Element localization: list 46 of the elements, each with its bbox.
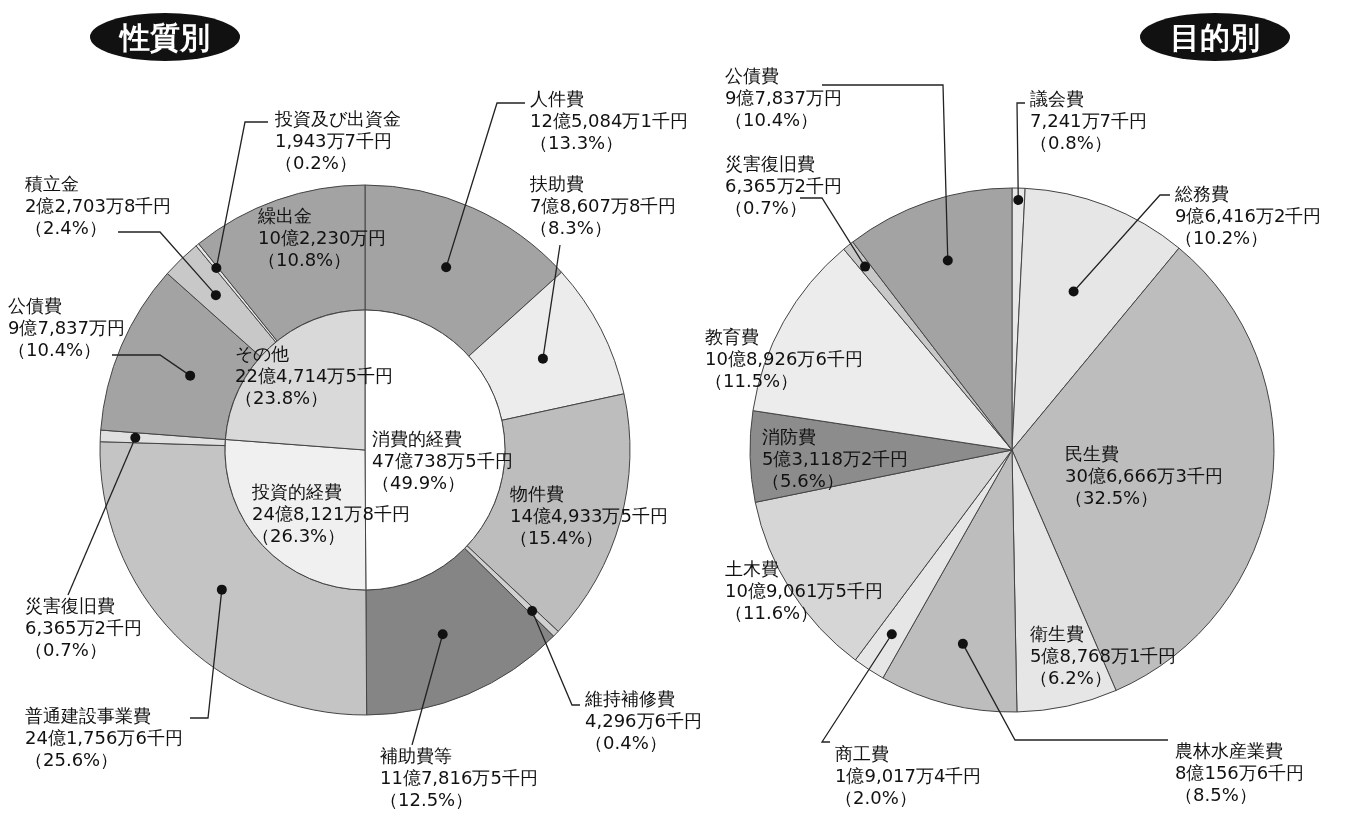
slice-label: 総務費 [1174,183,1229,204]
chart-title: 性質別 [118,20,210,55]
data-label: 6,365万2千円（0.7%） [725,175,842,218]
slice-label: 議会費 [1030,88,1084,109]
slice-label: 投資及び出資金 [274,108,401,129]
slice-label: 衛生費 [1030,623,1084,644]
data-label: 10億2,230万円（10.8%） [258,227,387,270]
slice-label: 公債費 [725,65,779,86]
slice-label: 積立金 [25,173,79,194]
slice-label: 扶助費 [529,173,584,194]
data-label: 10億9,061万5千円（11.6%） [725,580,883,623]
data-label: 11億7,816万5千円（12.5%） [380,767,538,810]
data-label: 4,296万6千円（0.4%） [585,710,702,753]
slice-label: 普通建設事業費 [25,705,151,726]
slice-label: 土木費 [725,558,779,579]
slice-label: 投資的経費 [251,481,342,502]
data-label: 14億4,933万5千円（15.4%） [510,505,668,548]
slice-label: 維持補修費 [584,688,675,709]
data-label: 5億3,118万2千円（5.6%） [762,448,909,491]
data-label: 9億7,837万円（10.4%） [8,317,125,360]
data-label: 9億7,837万円（10.4%） [725,87,842,130]
slice-label: 民生費 [1065,443,1119,464]
slice-label: 人件費 [530,88,584,109]
slice-label: 商工費 [835,743,889,764]
data-label: 24億1,756万6千円（25.6%） [25,727,183,770]
data-label: 1,943万7千円（0.2%） [275,130,392,173]
data-label: 7,241万7千円（0.8%） [1030,110,1147,153]
slice-label: 農林水産業費 [1175,740,1283,761]
data-label: 7億8,607万8千円（8.3%） [530,195,677,238]
data-label: 10億8,926万6千円（11.5%） [705,348,863,391]
slice-label: 公債費 [8,295,62,316]
slice-label: 災害復旧費 [25,595,115,616]
slice-label: 災害復旧費 [725,153,815,174]
data-label: 9億6,416万2千円（10.2%） [1175,205,1322,248]
data-label: 8億156万6千円（8.5%） [1175,762,1305,805]
data-label: 1億9,017万4千円（2.0%） [835,765,982,808]
data-label: 6,365万2千円（0.7%） [25,617,142,660]
data-label: 12億5,084万1千円（13.3%） [530,110,688,153]
slice-label: 消防費 [762,426,816,447]
data-label: 30億6,666万3千円（32.5%） [1065,465,1223,508]
chart-title: 目的別 [1170,20,1260,55]
slice-label: 消費的経費 [372,428,462,449]
slice-label: 教育費 [705,326,759,347]
data-label: 2億2,703万8千円（2.4%） [25,195,172,238]
slice-label: 繰出金 [257,205,312,226]
slice-label: 補助費等 [380,745,452,766]
